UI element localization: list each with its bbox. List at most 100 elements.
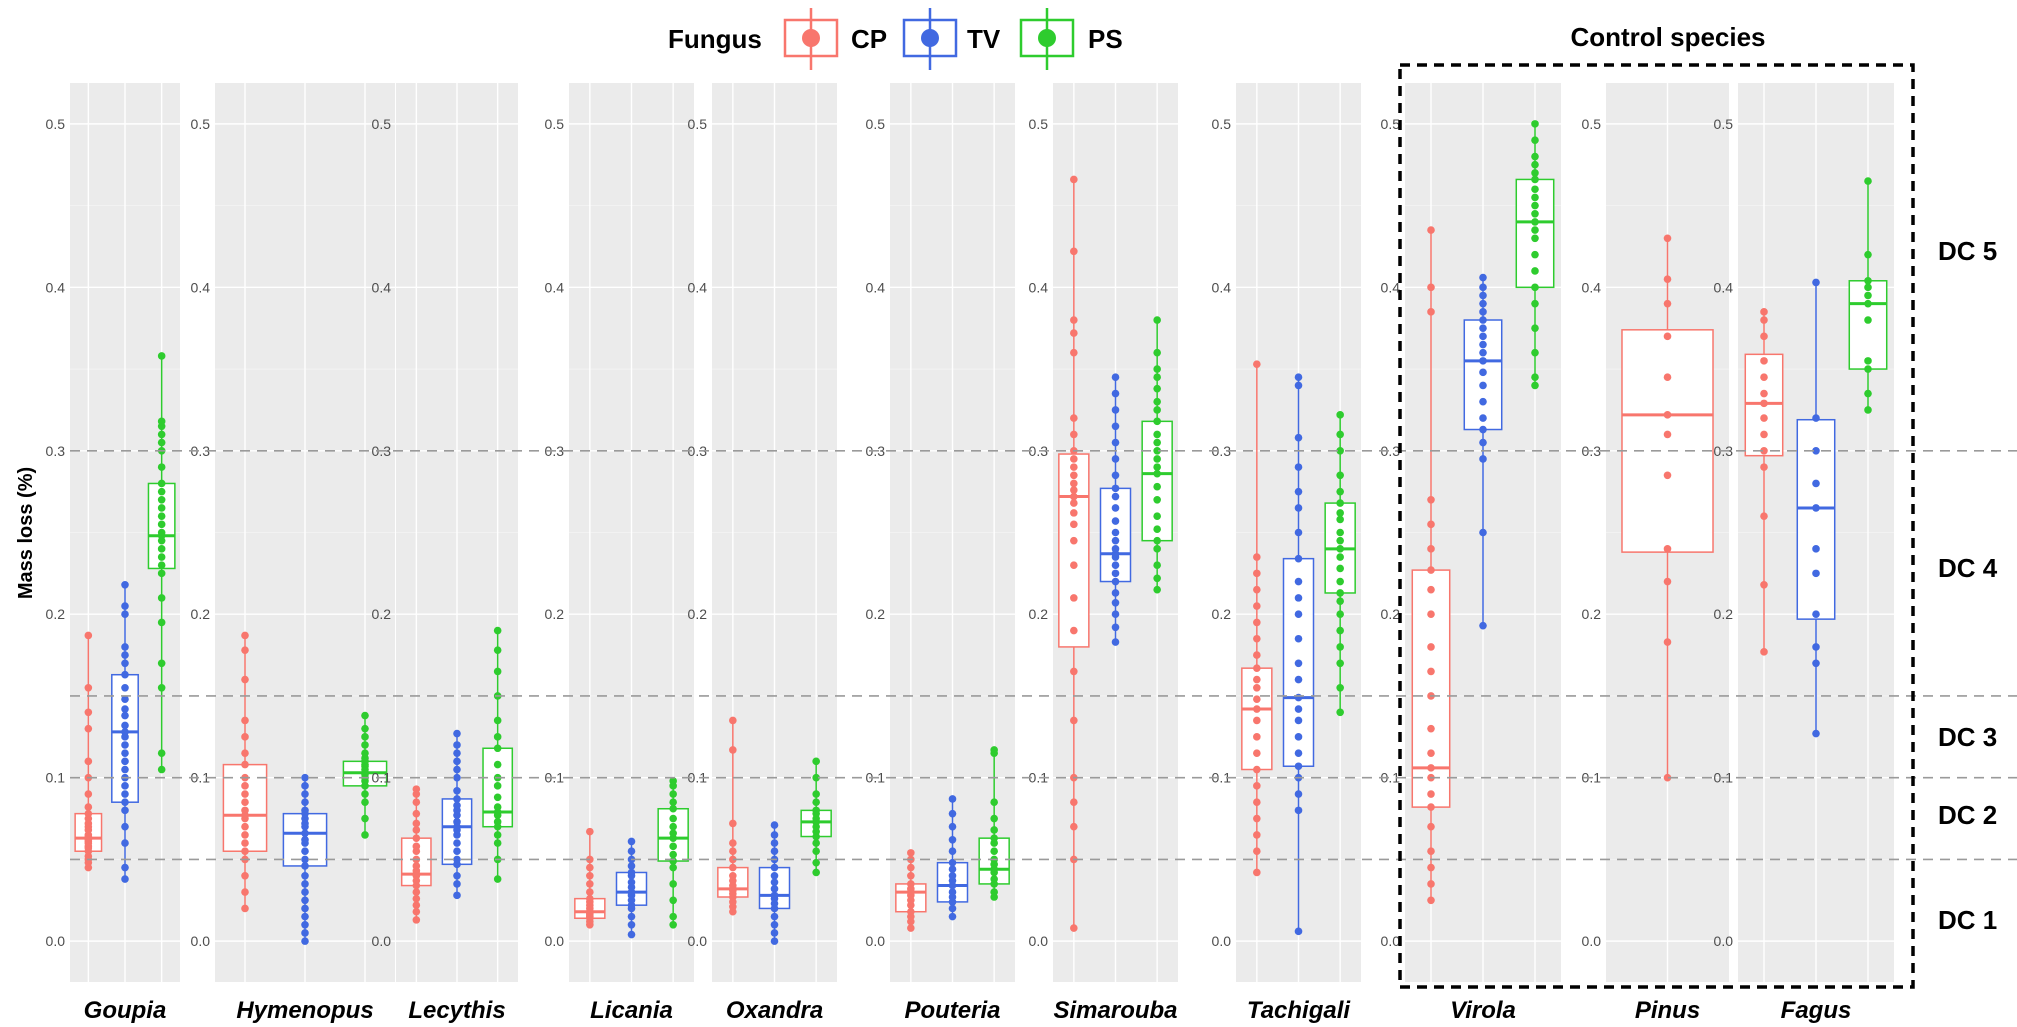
data-point bbox=[1812, 545, 1820, 553]
data-point bbox=[1336, 553, 1344, 561]
y-tick-label: 0.2 bbox=[372, 606, 392, 622]
data-point bbox=[770, 885, 779, 893]
data-point bbox=[1479, 324, 1487, 332]
data-point bbox=[453, 773, 461, 782]
data-point bbox=[1253, 782, 1261, 790]
y-tick-label: 0.5 bbox=[1714, 116, 1734, 132]
data-point bbox=[121, 757, 129, 766]
data-point bbox=[1153, 417, 1161, 426]
y-tick-label: 0.5 bbox=[545, 116, 565, 132]
box-tachigali-ps bbox=[1324, 411, 1356, 717]
data-point bbox=[948, 795, 957, 803]
data-point bbox=[1479, 291, 1487, 300]
data-point bbox=[301, 888, 309, 896]
legend-key-tv bbox=[902, 8, 958, 70]
data-point bbox=[241, 782, 249, 790]
data-point bbox=[1111, 623, 1120, 632]
data-point bbox=[1111, 389, 1120, 398]
y-tick-label: 0.4 bbox=[191, 279, 211, 295]
data-point bbox=[412, 819, 421, 828]
data-point bbox=[1531, 348, 1539, 357]
box-hymenopus-ps bbox=[342, 711, 388, 839]
y-tick-label: 0.2 bbox=[1714, 606, 1734, 622]
data-point bbox=[493, 733, 502, 741]
data-point bbox=[493, 793, 502, 802]
data-point bbox=[770, 912, 779, 921]
data-point bbox=[1336, 528, 1344, 537]
data-point bbox=[157, 512, 166, 520]
data-point bbox=[1427, 847, 1435, 856]
data-point bbox=[1336, 471, 1344, 480]
data-point bbox=[1812, 659, 1820, 668]
data-point bbox=[1479, 455, 1487, 463]
data-point bbox=[729, 746, 737, 754]
data-point bbox=[241, 904, 249, 913]
data-point bbox=[453, 880, 461, 888]
data-point bbox=[948, 809, 957, 818]
data-point bbox=[493, 716, 502, 725]
data-point bbox=[493, 626, 502, 635]
data-point bbox=[990, 875, 998, 883]
data-point bbox=[453, 795, 461, 803]
data-point bbox=[157, 594, 166, 602]
data-point bbox=[157, 545, 166, 553]
data-point bbox=[157, 479, 166, 488]
data-point bbox=[1253, 749, 1261, 757]
data-point bbox=[493, 831, 502, 839]
data-point bbox=[1070, 247, 1078, 256]
data-point bbox=[493, 646, 502, 654]
data-point bbox=[1336, 430, 1344, 439]
data-point bbox=[361, 711, 369, 720]
y-tick-label: 0.3 bbox=[191, 443, 211, 459]
data-point bbox=[1153, 469, 1161, 478]
y-tick-label: 0.2 bbox=[866, 606, 886, 622]
data-point bbox=[121, 749, 129, 757]
data-point bbox=[453, 855, 461, 864]
y-axis-label: Mass loss (%) bbox=[15, 467, 37, 599]
data-point bbox=[586, 880, 594, 888]
data-point bbox=[770, 891, 779, 900]
data-point bbox=[121, 875, 129, 883]
data-point bbox=[1070, 471, 1078, 480]
data-point bbox=[1663, 430, 1672, 439]
y-tick-label: 0.2 bbox=[688, 606, 708, 622]
data-point bbox=[1531, 234, 1539, 243]
data-point bbox=[157, 487, 166, 496]
data-point bbox=[121, 806, 129, 815]
data-point bbox=[301, 896, 309, 905]
data-point bbox=[84, 757, 93, 766]
data-point bbox=[157, 659, 166, 668]
decay-class-label: DC 5 bbox=[1938, 236, 1997, 266]
data-point bbox=[1294, 554, 1303, 563]
data-point bbox=[1864, 250, 1872, 259]
data-point bbox=[1812, 643, 1820, 651]
data-point bbox=[361, 831, 369, 839]
box-goupia-tv bbox=[111, 581, 139, 883]
data-point bbox=[812, 798, 820, 806]
data-point bbox=[453, 757, 461, 766]
data-point bbox=[1070, 520, 1078, 529]
data-point bbox=[157, 528, 166, 537]
data-point bbox=[301, 880, 309, 888]
data-point bbox=[1760, 373, 1768, 382]
box-virola-cp bbox=[1411, 226, 1451, 905]
data-point bbox=[1153, 545, 1161, 553]
data-point bbox=[812, 839, 820, 847]
y-tick-label: 0.0 bbox=[1582, 933, 1602, 949]
data-point bbox=[1760, 648, 1768, 656]
data-point bbox=[1294, 716, 1303, 725]
data-point bbox=[1760, 389, 1768, 398]
data-point bbox=[1427, 308, 1435, 316]
data-point bbox=[121, 683, 129, 692]
data-point bbox=[1111, 484, 1120, 493]
data-point bbox=[1531, 169, 1539, 177]
data-point bbox=[907, 880, 915, 888]
data-point bbox=[1427, 822, 1435, 831]
data-point bbox=[1812, 446, 1820, 455]
data-point bbox=[1427, 566, 1435, 574]
control-species-title: Control species bbox=[1570, 22, 1765, 52]
data-point bbox=[1864, 357, 1872, 365]
y-tick-label: 0.2 bbox=[545, 606, 565, 622]
legend-title: Fungus bbox=[668, 24, 762, 54]
data-point bbox=[1663, 332, 1672, 341]
